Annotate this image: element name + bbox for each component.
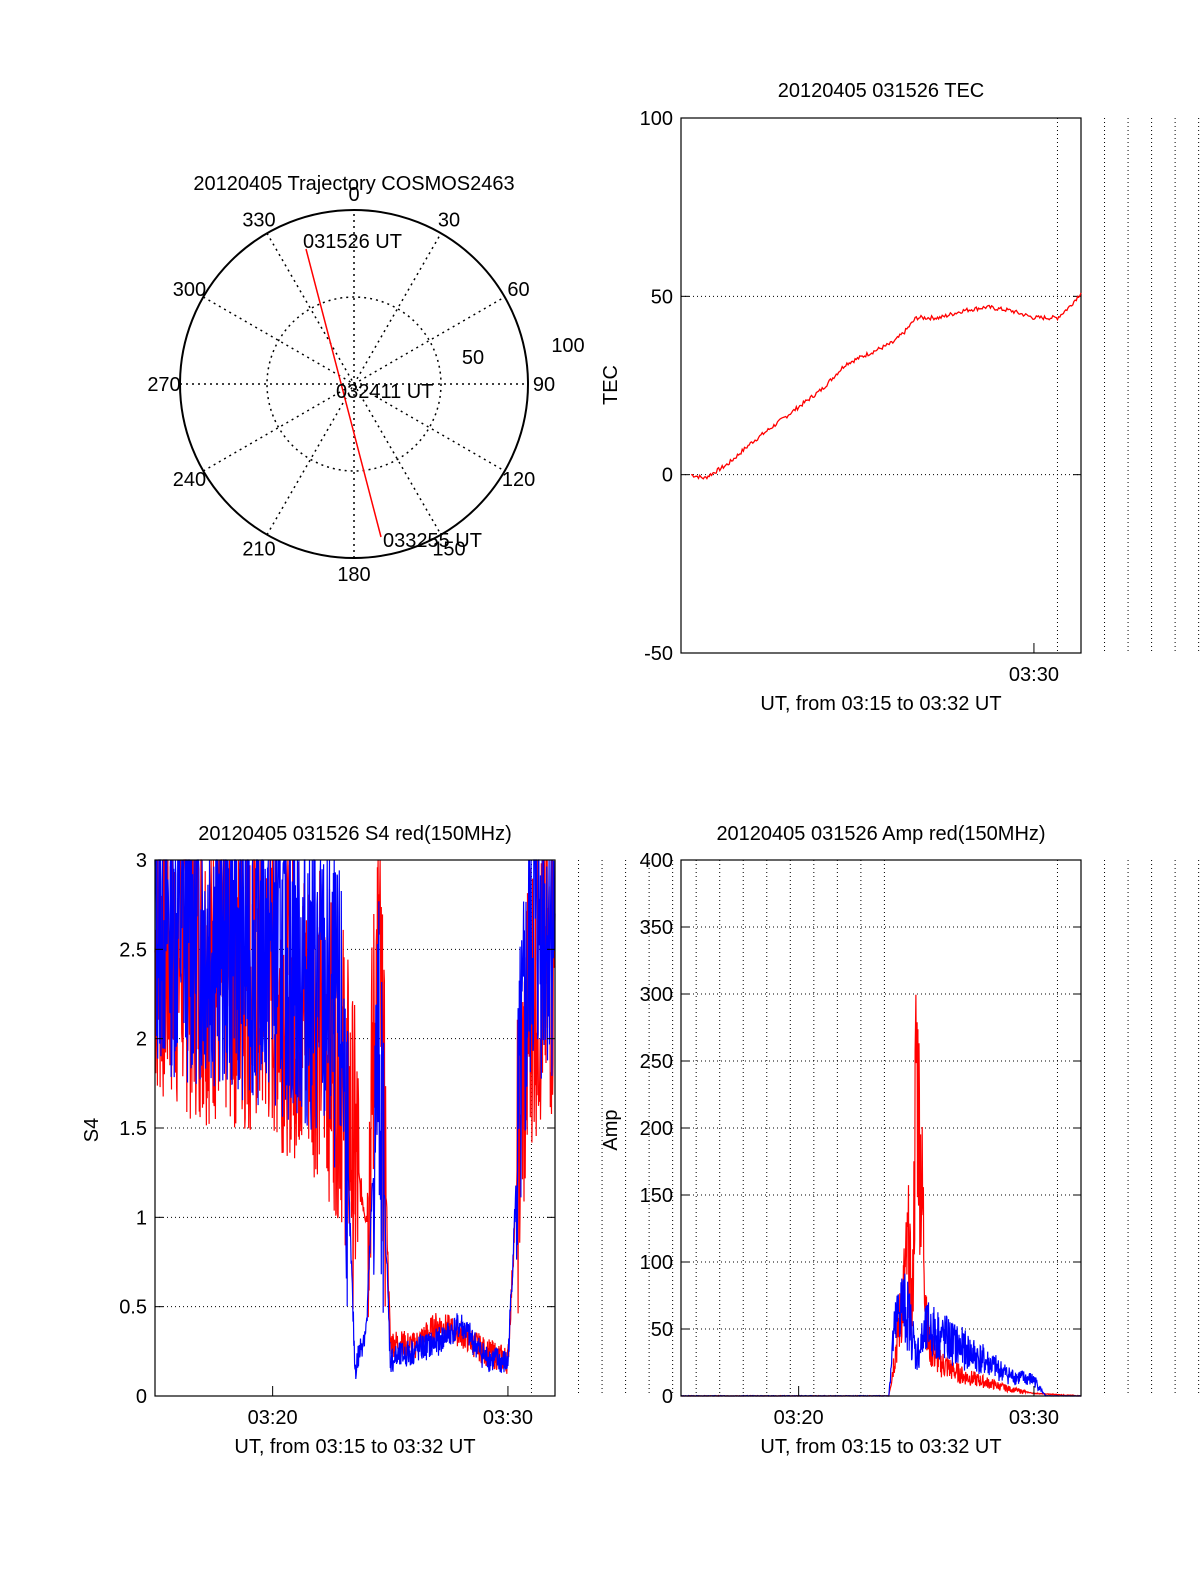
tec-ytick-label: 0 xyxy=(662,465,673,487)
tec-ytick-label: -50 xyxy=(644,643,673,665)
amp-ylabel: Amp xyxy=(600,1109,622,1150)
polar-angle-labels: 0 30 60 90 120 150 180 210 240 270 300 330 xyxy=(147,184,555,586)
s4-xtick-label: 03:30 xyxy=(483,1407,533,1429)
s4-chart: 20120405 031526 S4 red(150MHz) 0 0.5 1 1.5 2… xyxy=(81,823,885,1458)
polar-title: 20120405 Trajectory COSMOS2463 xyxy=(193,173,514,195)
s4-ytick-label: 1.5 xyxy=(119,1118,147,1140)
amp-ytick-label: 100 xyxy=(640,1252,673,1274)
polar-radius-label-100: 100 xyxy=(551,335,584,357)
polar-angle-label-90: 90 xyxy=(533,374,555,396)
amp-chart: 20120405 031526 Amp red(150MHz) 0 50 100 15… xyxy=(600,823,1200,1458)
s4-title: 20120405 031526 S4 red(150MHz) xyxy=(198,823,512,845)
polar-angle-label-300: 300 xyxy=(173,279,206,301)
tec-ytick-label: 50 xyxy=(651,286,673,308)
amp-ytick-label: 250 xyxy=(640,1051,673,1073)
polar-trajectory-line xyxy=(305,248,382,538)
polar-angle-label-30: 30 xyxy=(438,209,460,231)
s4-ytick-label: 0.5 xyxy=(119,1297,147,1319)
polar-angle-label-330: 330 xyxy=(242,209,275,231)
amp-ytick-label: 350 xyxy=(640,917,673,939)
s4-ylabel: S4 xyxy=(81,1118,103,1142)
amp-xtick-label: 03:20 xyxy=(774,1407,824,1429)
polar-angle-label-150: 150 xyxy=(432,539,465,561)
s4-ytick-label: 1 xyxy=(136,1207,147,1229)
tec-ylabel: TEC xyxy=(600,365,622,405)
polar-angle-label-60: 60 xyxy=(507,279,529,301)
amp-y-ticks: 0 50 100 150 200 250 300 350 400 xyxy=(640,850,1081,1408)
s4-ytick-label: 2.5 xyxy=(119,939,147,961)
polar-angle-label-0: 0 xyxy=(348,184,359,206)
polar-annotation-start: 031526 UT xyxy=(303,231,402,253)
polar-outer-circle xyxy=(179,209,529,559)
tec-xlabel: UT, from 03:15 to 03:32 UT xyxy=(760,693,1001,715)
polar-grid xyxy=(180,210,528,558)
amp-xtick-label: 03:30 xyxy=(1009,1407,1059,1429)
s4-ytick-label: 3 xyxy=(136,850,147,872)
polar-angle-label-120: 120 xyxy=(502,469,535,491)
tec-chart: 20120405 031526 TEC -50 0 50 100 03:30 UT, … xyxy=(600,80,1200,715)
tec-plot-frame xyxy=(680,117,1082,654)
tec-x-ticks: 03:30 xyxy=(1009,643,1059,686)
polar-annotation-mid: 032411 UT xyxy=(336,381,433,403)
tec-title: 20120405 031526 TEC xyxy=(778,80,984,102)
amp-x-ticks: 03:20 03:30 xyxy=(774,1386,1059,1429)
amp-ytick-label: 0 xyxy=(662,1386,673,1408)
amp-ytick-label: 300 xyxy=(640,984,673,1006)
tec-y-ticks: -50 0 50 100 xyxy=(640,108,1081,665)
polar-angle-label-240: 240 xyxy=(173,469,206,491)
polar-annotation-end: 033255 UT xyxy=(383,530,482,552)
s4-x-ticks: 03:20 03:30 xyxy=(248,1386,533,1429)
tec-xtick-label: 03:30 xyxy=(1009,664,1059,686)
polar-chart: 20120405 Trajectory COSMOS2463 0 30 60 90 12… xyxy=(147,173,584,586)
amp-ytick-label: 400 xyxy=(640,850,673,872)
polar-inner-circle xyxy=(266,296,442,472)
s4-xtick-label: 03:20 xyxy=(248,1407,298,1429)
polar-angle-label-180: 180 xyxy=(337,564,370,586)
tec-grid xyxy=(681,118,1200,653)
polar-radius-label-50: 50 xyxy=(462,347,484,369)
amp-xlabel: UT, from 03:15 to 03:32 UT xyxy=(760,1436,1001,1458)
polar-angle-label-270: 270 xyxy=(147,374,180,396)
amp-ytick-label: 200 xyxy=(640,1118,673,1140)
s4-y-ticks: 0 0.5 1 1.5 2 2.5 3 xyxy=(119,850,555,1408)
s4-ytick-label: 0 xyxy=(136,1386,147,1408)
polar-angle-label-210: 210 xyxy=(242,539,275,561)
amp-grid xyxy=(681,860,1200,1396)
amp-title: 20120405 031526 Amp red(150MHz) xyxy=(716,823,1045,845)
amp-ytick-label: 50 xyxy=(651,1319,673,1341)
s4-ytick-label: 2 xyxy=(136,1029,147,1051)
tec-ytick-label: 100 xyxy=(640,108,673,130)
tec-series-red xyxy=(691,292,1082,480)
amp-ytick-label: 150 xyxy=(640,1185,673,1207)
amp-series-blue xyxy=(680,1273,1081,1397)
polar-spoke-150 xyxy=(266,232,442,536)
s4-xlabel: UT, from 03:15 to 03:32 UT xyxy=(234,1436,475,1458)
